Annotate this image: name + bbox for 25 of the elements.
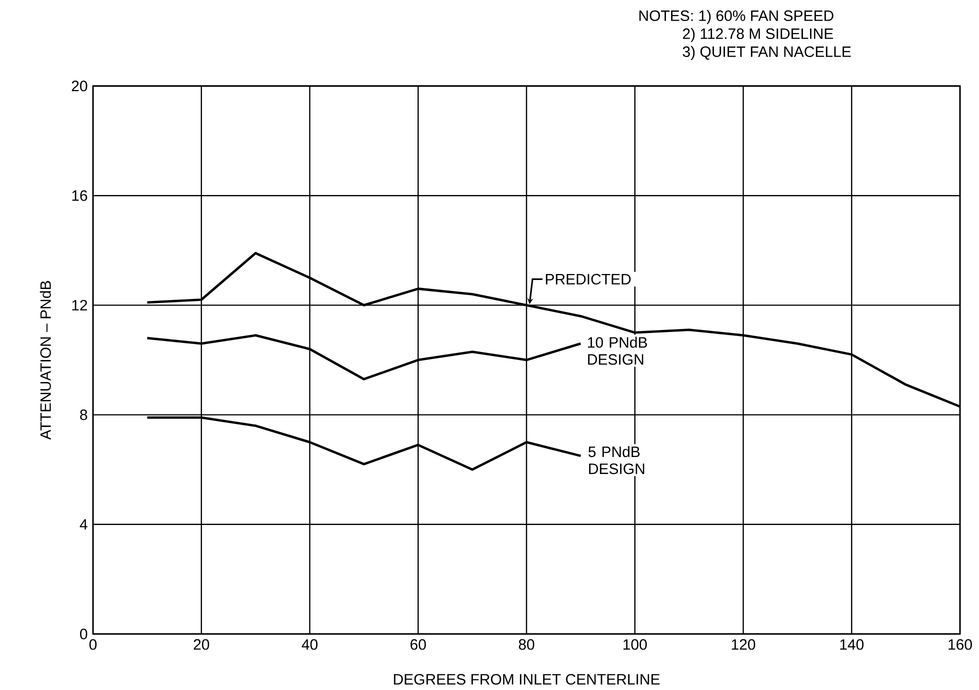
x-tick-label: 160 (948, 639, 972, 650)
series-label: 10 PNdB DESIGN (588, 336, 647, 365)
y-tick-label: 20 (72, 80, 88, 92)
x-tick-label: 80 (518, 639, 534, 650)
x-tick-label: 120 (732, 639, 756, 650)
x-axis-title: DEGREES FROM INLET CENTERLINE (394, 674, 660, 685)
text: 2) 112.78 M SIDELINE (682, 28, 833, 42)
y-tick-label: 12 (72, 300, 88, 310)
y-tick-label: 8 (80, 409, 88, 420)
line-series (146, 416, 582, 471)
y-tick-label: 0 (80, 628, 88, 640)
x-tick-label: 100 (624, 639, 647, 650)
x-tick-label: 40 (302, 639, 318, 650)
x-tick-label: 20 (194, 639, 210, 650)
y-tick-label: 4 (80, 519, 88, 530)
series-label: 5 PNdB DESIGN (588, 446, 644, 474)
y-axis-title: ATTENUATION – PNdB (40, 281, 51, 440)
x-tick-label: 140 (840, 639, 864, 650)
y-tick-label: 16 (72, 190, 88, 201)
text: NOTES: 1) 60% FAN SPEED (639, 10, 834, 24)
line-series (146, 334, 582, 380)
x-tick-label: 60 (410, 639, 426, 650)
series-label: PREDICTED (546, 274, 631, 284)
text: 3) QUIET FAN NACELLE (682, 46, 851, 60)
x-tick-label: 0 (89, 639, 97, 650)
